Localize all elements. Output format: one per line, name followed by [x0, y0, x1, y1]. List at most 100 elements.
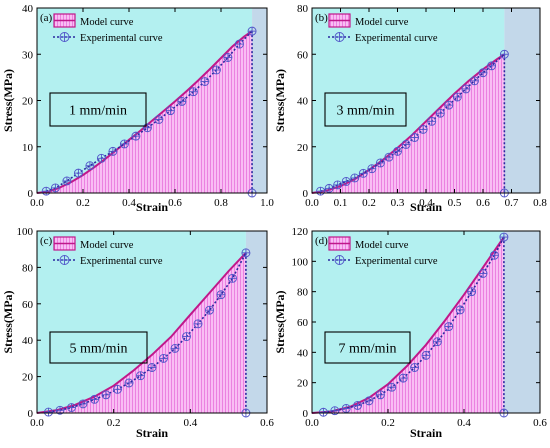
post-fracture-region	[245, 231, 267, 413]
experimental-point	[154, 115, 164, 124]
experimental-point	[324, 183, 334, 193]
experimental-point	[333, 180, 343, 190]
experimental-point	[478, 68, 488, 78]
experimental-point	[444, 100, 454, 110]
y-tick-label: 20	[22, 96, 34, 108]
rate-label-box	[324, 92, 407, 127]
plot-frame	[36, 230, 268, 414]
experimental-point	[455, 305, 465, 315]
experimental-point	[85, 161, 95, 171]
experimental-point	[401, 139, 411, 149]
experimental-point	[410, 133, 420, 142]
experimental-point	[67, 403, 76, 412]
legend-exp-marker	[334, 32, 345, 42]
experimental-point	[478, 269, 488, 278]
model-area-fill	[37, 252, 246, 413]
rate-label: 5 mm/min	[70, 342, 128, 357]
experimental-point	[499, 232, 509, 242]
x-tick-label: 0.4	[457, 417, 471, 429]
y-tick-label: 60	[22, 299, 34, 311]
rate-label-box	[324, 331, 411, 364]
experimental-point	[435, 108, 445, 118]
experimental-point	[234, 39, 244, 49]
experimental-curve-line	[320, 53, 505, 192]
x-axis-label: Strain	[410, 426, 442, 440]
experimental-point	[73, 168, 83, 178]
y-tick-label: 10	[22, 142, 34, 154]
y-tick-label: 100	[292, 256, 309, 268]
legend-label-model: Model curve	[80, 240, 134, 251]
experimental-point	[124, 378, 134, 388]
y-tick-label: 30	[22, 49, 34, 61]
legend-label-model: Model curve	[355, 240, 409, 251]
y-tick-label: 20	[22, 372, 34, 384]
panel-b: 0.0 0.1 0.2 0.3 0.4 0.5 0.6 0.7 0.8 0 20 40 60 80 Stra…	[273, 3, 547, 214]
experimental-point	[90, 394, 99, 404]
y-tick-label: 80	[297, 3, 309, 15]
x-tick-label: 0.6	[168, 197, 182, 209]
experimental-point	[188, 87, 198, 97]
legend: Model curve Experimental curve	[53, 13, 163, 44]
x-tick-label: 0.2	[107, 417, 121, 429]
experimental-point	[241, 248, 251, 258]
x-tick-label: 0.6	[260, 417, 274, 429]
model-area-fill	[312, 237, 504, 413]
y-tick-label: 40	[297, 347, 309, 359]
experimental-point	[398, 373, 408, 383]
experimental-point	[205, 305, 214, 315]
legend: Model curve Experimental curve	[328, 236, 438, 267]
panel-d: 0.0 0.2 0.4 0.6 0 20 40 60 80 100 120 Strain Stress(…	[273, 226, 547, 440]
x-tick-label: 0.1	[334, 197, 348, 209]
experimental-point	[50, 183, 60, 193]
experimental-point	[147, 363, 157, 372]
experimental-point	[223, 53, 233, 62]
x-tick-label: 0.8	[533, 197, 547, 209]
experimental-point	[177, 96, 187, 106]
experimental-point	[170, 343, 180, 353]
legend-exp-marker	[59, 32, 70, 42]
x-tick-label: 0.0	[305, 197, 319, 209]
experimental-point	[499, 49, 509, 59]
experimental-point	[341, 176, 351, 186]
experimental-point	[410, 363, 420, 372]
x-tick-label: 0.8	[214, 197, 228, 209]
experimental-point	[487, 61, 496, 71]
experimental-point	[375, 158, 385, 168]
legend-label-experimental: Experimental curve	[355, 256, 438, 267]
experimental-point	[489, 250, 499, 260]
legend-exp-marker	[334, 255, 345, 265]
x-tick-label: 0.0	[305, 417, 319, 429]
experimental-point	[159, 353, 168, 363]
x-axis-label: Strain	[136, 200, 168, 214]
experimental-point	[444, 322, 454, 331]
experimental-point	[393, 146, 402, 156]
panel-a: 0.0 0.2 0.4 0.6 0.8 1.0 0 10 20 30 40 Strain Stress(…	[1, 3, 274, 214]
experimental-point	[375, 390, 385, 400]
legend-label-model: Model curve	[80, 17, 134, 28]
panel-label: (a)	[40, 12, 53, 24]
experimental-point	[367, 164, 377, 174]
legend-label-experimental: Experimental curve	[80, 256, 163, 267]
experimental-point	[358, 168, 368, 178]
experimental-point	[108, 146, 118, 156]
panel-label: (b)	[315, 12, 328, 24]
x-tick-label: 0.4	[419, 197, 433, 209]
experimental-point	[216, 290, 226, 300]
y-axis-label: Stress(MPa)	[273, 290, 287, 353]
post-fracture-region	[503, 231, 540, 413]
y-tick-label: 80	[22, 262, 34, 274]
y-tick-label: 20	[297, 142, 309, 154]
experimental-point	[467, 287, 477, 297]
rate-label: 7 mm/min	[339, 342, 397, 357]
x-tick-label: 0.2	[76, 197, 90, 209]
x-tick-label: 0.3	[391, 197, 405, 209]
experimental-point	[316, 186, 325, 196]
experimental-point	[119, 139, 129, 149]
experimental-point	[353, 400, 363, 410]
panel-label: (c)	[40, 235, 53, 247]
y-tick-label: 0	[303, 188, 309, 200]
y-tick-label: 40	[297, 96, 309, 108]
y-tick-label: 120	[292, 226, 309, 238]
experimental-point	[427, 116, 437, 126]
